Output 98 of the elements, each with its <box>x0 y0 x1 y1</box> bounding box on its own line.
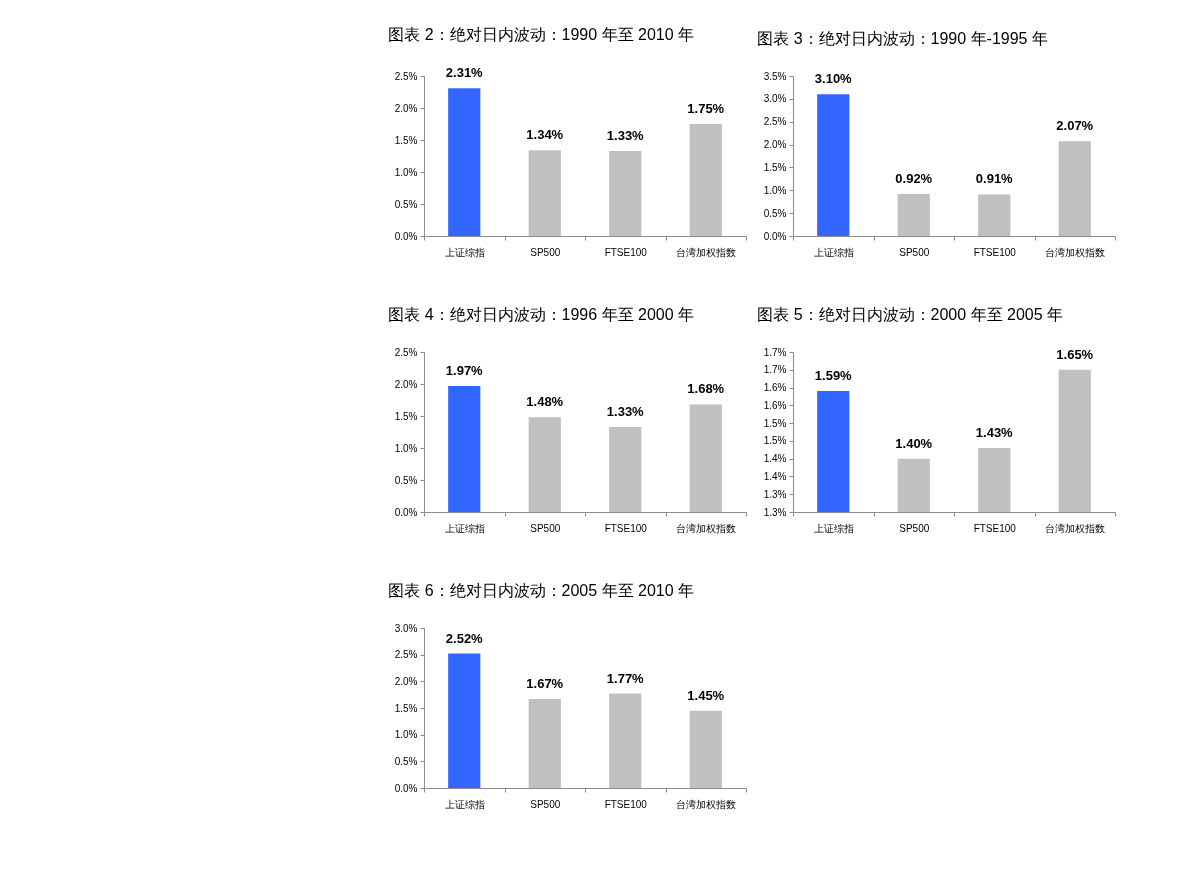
y-tick-label: 1.5% <box>394 410 418 422</box>
x-tick-label: 上证综指 <box>444 246 485 258</box>
y-tick-label: 1.0% <box>394 442 418 454</box>
x-tick-label: FTSE100 <box>604 246 648 258</box>
x-tick-label: 上证综指 <box>813 246 854 258</box>
bar <box>689 124 722 236</box>
y-tick-label: 1.3% <box>763 488 787 500</box>
bar <box>528 698 561 788</box>
bar <box>528 150 561 236</box>
data-label: 1.75% <box>687 101 725 116</box>
x-tick-label: FTSE100 <box>973 522 1017 534</box>
bar <box>689 710 722 788</box>
bar <box>1058 141 1091 236</box>
y-tick-label: 2.5% <box>394 649 418 661</box>
y-tick-label: 0.0% <box>394 506 418 518</box>
y-tick-label: 0.0% <box>394 230 418 242</box>
y-tick-label: 2.0% <box>394 675 418 687</box>
data-label: 1.40% <box>895 435 933 451</box>
bar <box>609 426 642 512</box>
chart-title: 图表 5：绝对日内波动：2000 年至 2005 年 <box>757 306 1064 323</box>
x-tick-label: 台湾加权指数 <box>676 798 737 810</box>
y-tick-label: 2.5% <box>763 116 787 128</box>
y-tick-label: 1.5% <box>763 161 787 173</box>
data-label: 1.45% <box>687 687 725 703</box>
data-label: 2.31% <box>445 65 484 81</box>
y-tick-label: 0.5% <box>394 474 418 486</box>
x-tick-label: SP500 <box>530 522 561 534</box>
y-tick-label: 0.5% <box>394 198 418 210</box>
x-tick-label: 上证综指 <box>444 798 485 810</box>
y-tick-label: 1.5% <box>394 134 418 146</box>
y-tick-label: 3.5% <box>763 70 787 82</box>
data-label: 1.59% <box>814 368 853 384</box>
y-tick-label: 1.4% <box>763 453 787 465</box>
y-tick-label: 1.4% <box>763 470 787 482</box>
bar <box>897 193 930 236</box>
data-label: 1.34% <box>526 127 564 143</box>
y-tick-label: 1.5% <box>763 435 787 447</box>
data-label: 3.10% <box>814 71 853 87</box>
y-tick-label: 1.0% <box>394 166 418 178</box>
chart-title: 图表 2：绝对日内波动：1990 年至 2010 年 <box>388 26 695 44</box>
y-tick-label: 1.0% <box>394 729 418 741</box>
bar <box>609 150 642 236</box>
y-tick-label: 2.5% <box>394 346 418 358</box>
bar <box>448 653 481 788</box>
bar <box>528 417 561 512</box>
data-label: 0.92% <box>895 170 933 186</box>
bar <box>609 693 642 788</box>
y-tick-label: 3.0% <box>394 622 418 634</box>
y-tick-label: 1.6% <box>763 382 787 394</box>
data-label: 1.43% <box>975 425 1014 440</box>
bar <box>448 385 481 512</box>
x-tick-label: SP500 <box>899 522 930 534</box>
y-tick-label: 0.0% <box>763 230 787 242</box>
x-tick-label: 台湾加权指数 <box>1045 522 1106 534</box>
y-tick-label: 1.7% <box>763 346 787 358</box>
chart-title: 图表 6：绝对日内波动：2005 年至 2010 年 <box>388 582 695 599</box>
data-label: 1.67% <box>526 675 564 691</box>
y-tick-label: 2.0% <box>763 139 787 151</box>
y-tick-label: 0.5% <box>763 207 787 219</box>
bar <box>448 88 481 236</box>
data-label: 1.77% <box>606 670 645 686</box>
x-tick-label: FTSE100 <box>973 246 1017 258</box>
data-label: 1.48% <box>526 394 564 410</box>
y-tick-label: 2.0% <box>394 102 418 114</box>
x-tick-label: FTSE100 <box>604 798 648 810</box>
y-tick-label: 1.7% <box>763 364 787 376</box>
y-tick-label: 3.0% <box>763 93 787 105</box>
chart-title: 图表 3：绝对日内波动：1990 年-1995 年 <box>757 30 1048 47</box>
x-tick-label: SP500 <box>530 798 561 810</box>
data-label: 1.33% <box>606 127 645 143</box>
data-label: 2.07% <box>1056 118 1094 134</box>
data-label: 2.52% <box>445 630 484 646</box>
data-label: 1.65% <box>1056 346 1094 362</box>
x-tick-label: SP500 <box>899 246 930 258</box>
chart-title: 图表 4：绝对日内波动：1996 年至 2000 年 <box>388 306 695 323</box>
x-tick-label: 台湾加权指数 <box>1045 246 1106 258</box>
y-tick-label: 1.0% <box>763 184 787 196</box>
y-tick-label: 0.5% <box>394 755 418 767</box>
data-label: 0.91% <box>975 171 1014 187</box>
x-tick-label: SP500 <box>530 246 561 258</box>
x-tick-label: 上证综指 <box>813 522 854 534</box>
y-tick-label: 2.5% <box>394 70 418 82</box>
bar <box>978 194 1011 236</box>
bar <box>817 94 850 236</box>
y-tick-label: 2.0% <box>394 378 418 390</box>
data-label: 1.33% <box>606 403 645 419</box>
y-tick-label: 0.0% <box>394 782 418 794</box>
data-label: 1.97% <box>445 362 484 378</box>
y-tick-label: 1.5% <box>763 417 787 429</box>
x-tick-label: 台湾加权指数 <box>676 246 737 258</box>
y-tick-label: 1.3% <box>763 506 787 518</box>
data-label: 1.68% <box>687 381 725 397</box>
bar <box>689 404 722 512</box>
y-tick-label: 1.6% <box>763 399 787 411</box>
x-tick-label: 台湾加权指数 <box>676 522 737 534</box>
x-tick-label: 上证综指 <box>444 522 485 534</box>
x-tick-label: FTSE100 <box>604 522 648 534</box>
y-tick-label: 1.5% <box>394 702 418 714</box>
